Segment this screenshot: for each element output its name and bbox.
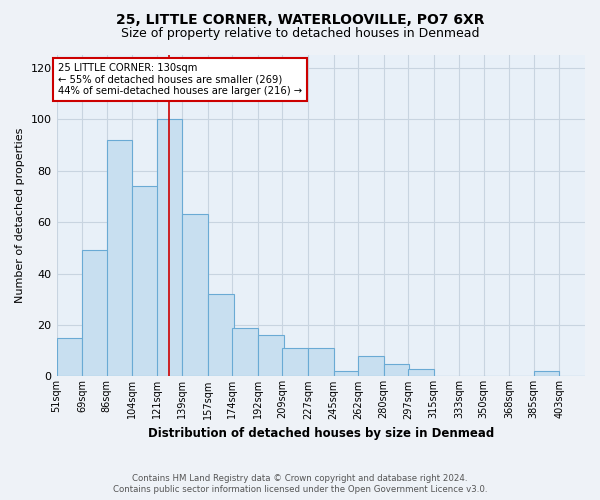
Bar <box>334 371 359 376</box>
Text: Size of property relative to detached houses in Denmead: Size of property relative to detached ho… <box>121 28 479 40</box>
Bar <box>157 120 182 376</box>
Bar <box>383 364 409 376</box>
Y-axis label: Number of detached properties: Number of detached properties <box>15 128 25 304</box>
Bar <box>232 328 258 376</box>
Bar <box>408 368 434 376</box>
Text: 25, LITTLE CORNER, WATERLOOVILLE, PO7 6XR: 25, LITTLE CORNER, WATERLOOVILLE, PO7 6X… <box>116 12 484 26</box>
Bar <box>82 250 108 376</box>
Text: 25 LITTLE CORNER: 130sqm
← 55% of detached houses are smaller (269)
44% of semi-: 25 LITTLE CORNER: 130sqm ← 55% of detach… <box>58 62 302 96</box>
Bar <box>258 336 284 376</box>
Bar <box>533 371 559 376</box>
Bar <box>107 140 132 376</box>
Bar <box>56 338 82 376</box>
X-axis label: Distribution of detached houses by size in Denmead: Distribution of detached houses by size … <box>148 427 494 440</box>
Bar <box>308 348 334 376</box>
Bar <box>282 348 308 376</box>
Text: Contains HM Land Registry data © Crown copyright and database right 2024.
Contai: Contains HM Land Registry data © Crown c… <box>113 474 487 494</box>
Bar <box>358 356 383 376</box>
Bar <box>132 186 158 376</box>
Bar <box>182 214 208 376</box>
Bar <box>208 294 233 376</box>
